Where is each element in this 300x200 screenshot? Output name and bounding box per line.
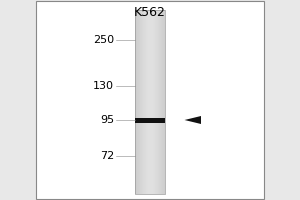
Bar: [151, 10, 152, 194]
Bar: [136, 10, 137, 194]
Bar: [163, 10, 164, 194]
Bar: [140, 10, 141, 194]
Bar: [137, 10, 138, 194]
Bar: [149, 10, 150, 194]
Bar: [140, 10, 141, 194]
Bar: [146, 10, 147, 194]
Bar: [148, 10, 150, 194]
Bar: [148, 10, 149, 194]
Bar: [136, 10, 138, 194]
Bar: [164, 10, 165, 194]
Bar: [146, 10, 147, 194]
Bar: [150, 10, 151, 194]
Text: 130: 130: [93, 81, 114, 91]
Text: 250: 250: [93, 35, 114, 45]
Bar: [138, 10, 139, 194]
Bar: [154, 10, 155, 194]
Bar: [160, 10, 161, 194]
Text: 95: 95: [100, 115, 114, 125]
Bar: [135, 10, 165, 194]
Text: 72: 72: [100, 151, 114, 161]
Bar: [142, 10, 143, 194]
Bar: [161, 10, 162, 194]
Bar: [159, 10, 160, 194]
Bar: [145, 10, 146, 194]
Bar: [142, 10, 144, 194]
Bar: [158, 10, 159, 194]
Bar: [155, 10, 156, 194]
Bar: [157, 10, 158, 194]
Bar: [147, 10, 148, 194]
Bar: [160, 10, 161, 194]
Polygon shape: [184, 116, 201, 124]
Bar: [139, 10, 140, 194]
Bar: [156, 10, 157, 194]
Bar: [135, 117, 165, 122]
Bar: [143, 10, 144, 194]
Bar: [36, 1, 264, 199]
Bar: [152, 10, 153, 194]
Bar: [144, 10, 145, 194]
Text: K562: K562: [134, 6, 166, 19]
Bar: [135, 10, 136, 194]
Bar: [141, 10, 142, 194]
Bar: [153, 10, 154, 194]
Bar: [154, 10, 155, 194]
Bar: [162, 10, 163, 194]
